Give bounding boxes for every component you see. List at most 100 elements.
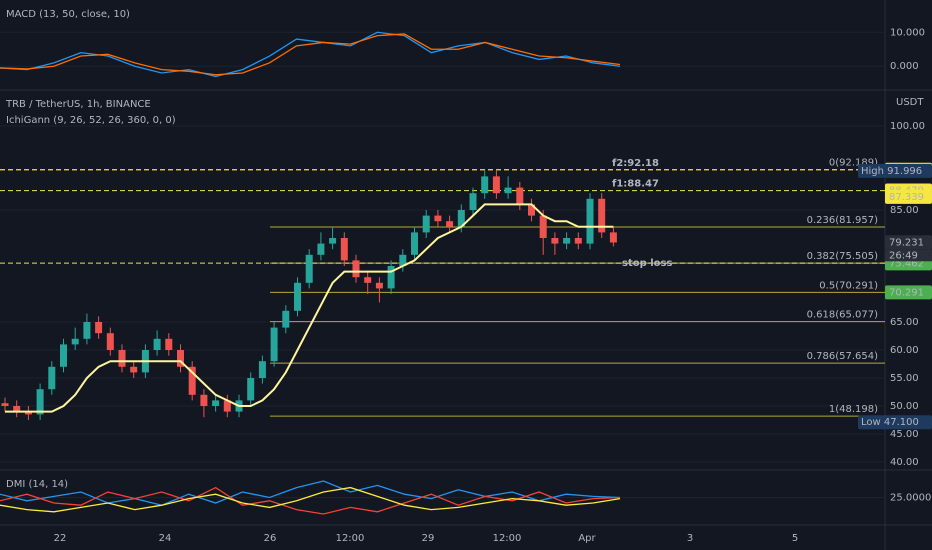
x-tick-label: 22 (54, 533, 67, 544)
candle-body (387, 266, 395, 289)
dmi-line (0, 480, 621, 506)
candle-body (457, 210, 465, 227)
candle-body (528, 204, 535, 216)
x-tick-label: Apr (578, 533, 596, 544)
y-tick-label: 40.00 (890, 457, 919, 468)
candle-body (375, 282, 383, 289)
candle-body (574, 238, 582, 244)
candle-body (364, 277, 372, 283)
price-tag (885, 189, 932, 204)
candle-body (305, 254, 313, 283)
candle-body (539, 215, 547, 239)
candle-body (317, 243, 325, 255)
candle-body (130, 366, 138, 373)
price-tag-label: High 91.996 (861, 166, 922, 177)
macd-line (0, 33, 621, 76)
target-label: f1:88.47 (612, 179, 659, 190)
candle-body (434, 215, 442, 222)
y-tick-label: 85.00 (890, 205, 919, 216)
price-tag (885, 285, 932, 300)
fib-label: 1(48.198) (829, 404, 878, 415)
candle-body (340, 238, 348, 261)
candle-body (71, 338, 79, 345)
countdown-bg (885, 249, 932, 262)
candle-body (516, 187, 524, 205)
y-tick-label: 65.00 (890, 317, 919, 328)
price-tag (858, 163, 932, 178)
candle-body (551, 238, 559, 244)
candle-body (48, 366, 56, 390)
y-tick-label: 45.00 (890, 429, 919, 440)
indicator-title: IchiGann (9, 26, 52, 26, 360, 0, 0) (6, 115, 176, 126)
candle-body (165, 338, 173, 350)
x-tick-label: 5 (792, 533, 798, 544)
price-tag-label: 75.462 (889, 258, 924, 269)
target-label: f2:92.18 (612, 158, 659, 169)
fib-label: 0(92.189) (829, 158, 878, 169)
candle-body (446, 221, 454, 227)
currency: USDT (896, 97, 924, 108)
candle-body (95, 321, 103, 334)
price-tag-label: Low 47.100 (861, 417, 919, 428)
fib-label: 0.236(81.957) (807, 215, 879, 226)
candle-body (83, 321, 91, 339)
candle-body (60, 344, 67, 367)
candle-body (586, 198, 594, 244)
fib-label: 0.618(65.077) (807, 310, 879, 321)
x-tick-label: 29 (422, 533, 435, 544)
candle-body (329, 238, 337, 244)
dmi-line (0, 486, 621, 513)
macd-title: MACD (13, 50, close, 10) (6, 9, 130, 20)
y-tick-label: 60.00 (890, 345, 919, 356)
candle-body (13, 405, 21, 412)
candle-body (258, 361, 266, 378)
candle-body (153, 338, 161, 350)
candle-body (212, 400, 220, 406)
y-tick-label: 100.00 (890, 121, 925, 132)
candle-body (504, 187, 512, 194)
fib-label: 0.382(75.505) (807, 251, 879, 262)
x-tick-label: 12:00 (336, 533, 365, 544)
candle-body (106, 333, 114, 350)
candle-body (282, 310, 290, 328)
countdown: 26:49 (889, 250, 918, 261)
target-label: stop loss (622, 258, 672, 269)
candle-body (177, 349, 184, 367)
candle-body (270, 327, 278, 362)
chart-title: TRB / TetherUS, 1h, BINANCE (5, 99, 151, 110)
y-tick-label: 50.00 (890, 401, 919, 412)
candle-body (188, 366, 196, 395)
y-tick-label: 0.000 (890, 61, 919, 72)
candle-body (223, 400, 231, 412)
candle-body (294, 282, 301, 311)
candle-body (200, 394, 208, 406)
candle-body (469, 193, 477, 211)
y-tick-label: 10.000 (890, 27, 925, 38)
price-tag-label: 79.231 (889, 237, 924, 248)
fib-label: 0.5(70.291) (819, 280, 878, 291)
x-tick-label: 24 (159, 533, 172, 544)
price-tag (858, 415, 932, 430)
candle-body (411, 232, 418, 255)
y-tick-label: 55.00 (890, 373, 919, 384)
candle-body (247, 377, 255, 401)
ichigann-line (5, 203, 614, 413)
candle-body (399, 254, 407, 267)
candle-body (492, 176, 500, 194)
price-tag-label: 87.339 (889, 192, 924, 203)
price-tag-label: 70.291 (889, 287, 924, 298)
candle-body (598, 198, 606, 233)
fib-label: 0.786(57.654) (807, 351, 879, 362)
candle-body (118, 349, 126, 367)
x-tick-label: 26 (264, 533, 277, 544)
price-tag (885, 235, 932, 250)
candle-body (481, 176, 489, 194)
candle-body (563, 238, 571, 244)
candle-body (1, 403, 9, 406)
dmi-title: DMI (14, 14) (6, 479, 68, 490)
candle-body (422, 215, 430, 233)
x-tick-label: 3 (687, 533, 693, 544)
y-tick-label: 25.0000 (890, 493, 931, 504)
macd-line (0, 31, 621, 78)
